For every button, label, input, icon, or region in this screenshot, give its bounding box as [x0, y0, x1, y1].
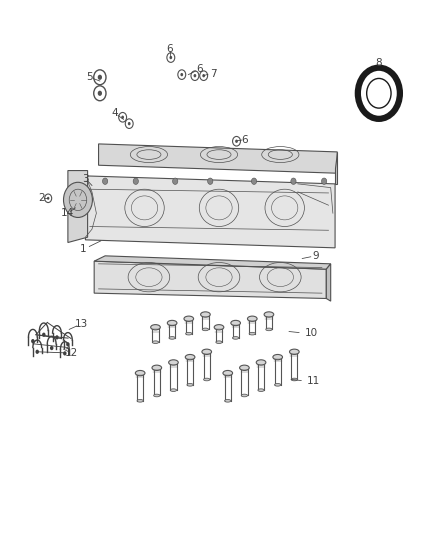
- Circle shape: [173, 178, 178, 184]
- Circle shape: [121, 116, 124, 119]
- Circle shape: [50, 346, 53, 350]
- Ellipse shape: [256, 360, 266, 365]
- Ellipse shape: [216, 341, 222, 343]
- Circle shape: [194, 74, 196, 77]
- Polygon shape: [68, 171, 88, 243]
- Ellipse shape: [249, 333, 255, 335]
- Text: 11: 11: [307, 376, 320, 386]
- Polygon shape: [335, 152, 337, 184]
- Circle shape: [31, 339, 35, 343]
- Text: 4: 4: [111, 108, 118, 118]
- Ellipse shape: [137, 400, 143, 402]
- Circle shape: [133, 178, 138, 184]
- Ellipse shape: [135, 370, 145, 376]
- Circle shape: [208, 178, 213, 184]
- Text: 6: 6: [196, 64, 203, 74]
- Ellipse shape: [186, 333, 192, 335]
- Ellipse shape: [201, 312, 210, 317]
- Text: 7: 7: [210, 69, 217, 78]
- Ellipse shape: [167, 320, 177, 326]
- Ellipse shape: [275, 384, 281, 386]
- Circle shape: [66, 342, 70, 346]
- Circle shape: [98, 75, 102, 80]
- Text: 10: 10: [304, 328, 318, 338]
- Polygon shape: [94, 261, 326, 298]
- Circle shape: [47, 197, 49, 200]
- Ellipse shape: [169, 360, 178, 365]
- Ellipse shape: [152, 341, 159, 343]
- Ellipse shape: [187, 384, 193, 386]
- Ellipse shape: [258, 389, 264, 391]
- Circle shape: [128, 122, 131, 125]
- Ellipse shape: [290, 349, 299, 354]
- Text: 8: 8: [375, 58, 382, 68]
- Circle shape: [202, 74, 205, 77]
- Circle shape: [235, 140, 238, 143]
- Ellipse shape: [225, 400, 231, 402]
- Text: 3: 3: [82, 174, 89, 183]
- Circle shape: [367, 78, 391, 108]
- Ellipse shape: [202, 328, 208, 330]
- Text: 9: 9: [312, 251, 319, 261]
- Ellipse shape: [184, 316, 194, 321]
- Ellipse shape: [241, 394, 247, 397]
- Circle shape: [42, 333, 46, 337]
- Ellipse shape: [233, 337, 239, 339]
- Circle shape: [251, 178, 257, 184]
- Ellipse shape: [185, 354, 195, 360]
- Ellipse shape: [151, 325, 160, 330]
- Circle shape: [35, 350, 39, 354]
- Text: 5: 5: [86, 72, 93, 82]
- Text: 6: 6: [166, 44, 173, 54]
- Ellipse shape: [273, 354, 283, 360]
- Ellipse shape: [169, 337, 175, 339]
- Circle shape: [55, 335, 59, 340]
- Ellipse shape: [214, 325, 224, 330]
- Ellipse shape: [264, 312, 274, 317]
- Ellipse shape: [247, 316, 257, 321]
- Text: 6: 6: [241, 135, 248, 144]
- Polygon shape: [85, 176, 335, 248]
- Circle shape: [64, 182, 92, 217]
- Ellipse shape: [266, 328, 272, 330]
- Ellipse shape: [170, 389, 177, 391]
- Circle shape: [98, 91, 102, 96]
- Ellipse shape: [152, 365, 162, 370]
- Text: 13: 13: [74, 319, 88, 329]
- Text: 1: 1: [80, 245, 87, 254]
- Ellipse shape: [291, 378, 297, 381]
- Text: 2: 2: [38, 193, 45, 203]
- Polygon shape: [99, 144, 337, 173]
- Circle shape: [291, 178, 296, 184]
- Ellipse shape: [240, 365, 249, 370]
- Circle shape: [321, 178, 327, 184]
- Polygon shape: [94, 256, 331, 269]
- Ellipse shape: [154, 394, 160, 397]
- Text: 14: 14: [61, 208, 74, 218]
- Ellipse shape: [223, 370, 233, 376]
- Circle shape: [170, 56, 172, 59]
- Circle shape: [102, 178, 108, 184]
- Ellipse shape: [202, 349, 212, 354]
- Polygon shape: [326, 264, 331, 301]
- Ellipse shape: [231, 320, 240, 326]
- Circle shape: [180, 73, 183, 76]
- Circle shape: [63, 351, 67, 356]
- Ellipse shape: [204, 378, 210, 381]
- Text: 12: 12: [64, 348, 78, 358]
